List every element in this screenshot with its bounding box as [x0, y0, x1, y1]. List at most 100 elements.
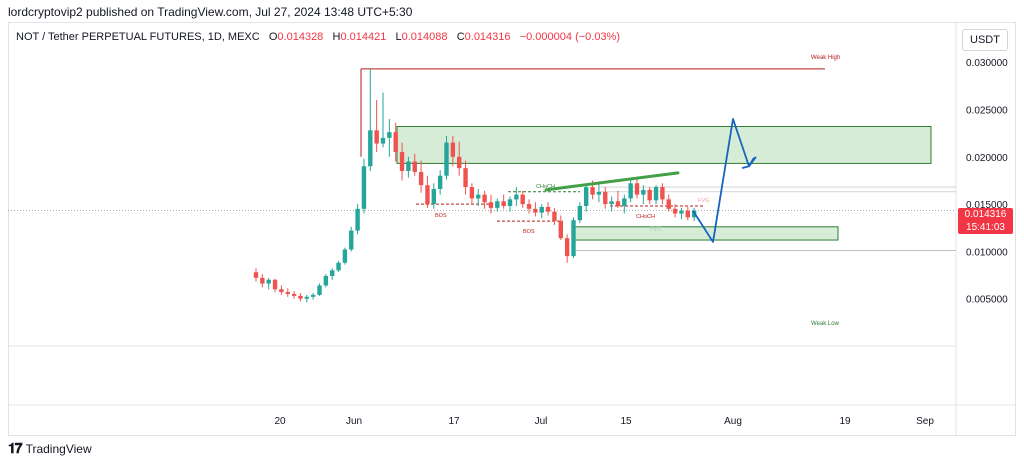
candle-body — [672, 208, 678, 214]
x-tick-label: Aug — [724, 416, 742, 427]
candle-body — [488, 202, 494, 208]
y-tick-label: 0.025000 — [966, 105, 1008, 116]
candle-body — [622, 198, 627, 206]
candle-body — [615, 201, 621, 206]
annotation-label: BOS — [435, 213, 447, 219]
candle-body — [476, 194, 481, 199]
candle-body — [469, 187, 475, 199]
candle-body — [336, 262, 341, 271]
open-value: 0.014328 — [277, 31, 324, 43]
candle-body — [298, 295, 303, 299]
candle-body — [558, 221, 563, 239]
candle-body — [393, 132, 398, 153]
x-tick-label: 20 — [274, 416, 286, 427]
annotation-label: CHoCH — [536, 184, 555, 190]
symbol-legend: NOT / Tether PERPETUAL FUTURES, 1D, MEXC… — [16, 31, 620, 43]
change-value: −0.000004 (−0.03%) — [519, 31, 621, 43]
weak-high-label: Weak High — [811, 55, 840, 61]
x-tick-label: Jul — [535, 416, 548, 427]
candle-body — [285, 292, 290, 294]
countdown-label: 15:41:03 — [966, 222, 1005, 233]
candle-body — [418, 171, 424, 186]
candle-body — [628, 183, 633, 199]
candle-body — [603, 191, 608, 205]
current-price-tag: 0.014316 15:41:03 — [958, 208, 1013, 234]
candle-body — [552, 211, 557, 222]
candle-body — [406, 161, 411, 171]
candle-body — [399, 152, 405, 171]
x-tick-label: 19 — [839, 416, 851, 427]
candle-body — [323, 275, 329, 286]
candle-body — [495, 201, 500, 208]
high-value: 0.014421 — [340, 31, 387, 43]
candle-body — [666, 199, 671, 209]
low-label: L — [395, 31, 402, 43]
x-tick-label: Jun — [346, 416, 362, 427]
annotation-label: FVG — [698, 198, 709, 204]
candle-body — [571, 220, 576, 257]
publish-info: lordcryptovip2 published on TradingView.… — [8, 5, 413, 19]
candle-body — [653, 187, 659, 201]
candle-body — [457, 156, 462, 169]
candle-body — [425, 185, 430, 205]
y-tick-label: 0.005000 — [966, 295, 1008, 306]
candle-body — [444, 142, 449, 176]
candle-body — [577, 205, 583, 221]
candle-body — [355, 208, 360, 231]
candle-body — [330, 270, 335, 276]
y-tick-label: 0.010000 — [966, 247, 1008, 258]
candle-body — [482, 194, 487, 203]
resistance-zone — [396, 126, 932, 164]
candle-body — [463, 168, 468, 188]
candle-body — [342, 249, 348, 263]
candle-body — [272, 279, 278, 290]
candle-body — [437, 175, 443, 189]
candle-body — [291, 293, 297, 296]
candle-body — [507, 199, 513, 206]
close-value: 0.014316 — [464, 31, 511, 43]
high-label: H — [332, 31, 341, 43]
candle-body — [634, 183, 640, 195]
candle-body — [539, 206, 544, 213]
current-price-label: 0.014316 — [964, 209, 1007, 220]
close-label: C — [456, 31, 465, 43]
candle-body — [685, 210, 690, 218]
candle-body — [679, 210, 684, 214]
candle-body — [660, 187, 665, 200]
candle-body — [380, 137, 386, 144]
candle-body — [387, 132, 392, 138]
candle-body — [317, 285, 322, 295]
annotation-label: FVG — [650, 227, 661, 233]
candle-body — [514, 194, 519, 200]
candle-body — [431, 188, 436, 205]
y-tick-label: 0.030000 — [966, 58, 1008, 69]
candle-body — [450, 142, 456, 157]
candle-body — [266, 279, 271, 284]
candle-body — [564, 238, 570, 257]
currency-button[interactable]: USDT — [962, 29, 1008, 51]
projection-arrowhead — [741, 157, 755, 170]
candle-body — [253, 272, 259, 278]
candle-body — [609, 201, 614, 205]
x-tick-label: 15 — [620, 416, 632, 427]
candle-body — [310, 294, 316, 297]
chart-frame — [8, 22, 1016, 436]
candle-body — [545, 206, 551, 212]
candle-body — [412, 161, 417, 172]
annotation-label: BOS — [523, 229, 535, 235]
candle-body — [526, 204, 532, 209]
candle-body — [596, 191, 602, 195]
trendline — [544, 171, 680, 192]
footer-brand: 𝟏𝟕 TradingView — [8, 440, 92, 457]
y-tick-label: 0.015000 — [966, 200, 1008, 211]
candle-body — [647, 189, 652, 201]
candle-body — [374, 130, 379, 144]
candle-body — [584, 187, 589, 206]
candle-body — [590, 187, 595, 195]
y-tick-label: 0.020000 — [966, 153, 1008, 164]
candle-body — [361, 166, 367, 209]
candle-body — [304, 296, 309, 299]
brand-label: TradingView — [25, 441, 92, 456]
candle-body — [533, 208, 538, 213]
